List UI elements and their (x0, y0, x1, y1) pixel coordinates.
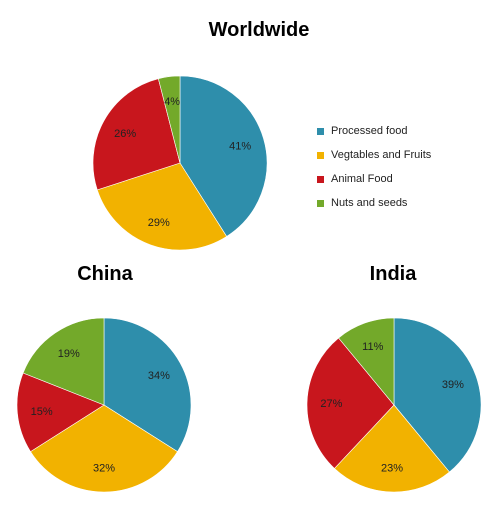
legend-item-vegetables-fruits: Vegtables and Fruits (317, 143, 431, 167)
india-slice-animal-food (306, 337, 395, 469)
worldwide-slice-vegetables-fruits (96, 162, 228, 251)
legend-item-processed-food: Processed food (317, 119, 431, 143)
india-chart-title: India (369, 263, 417, 285)
legend-swatch-processed-food (317, 127, 324, 135)
china-slice-animal-food (16, 372, 105, 453)
legend-item-nuts-seeds: Nuts and seeds (317, 191, 431, 215)
worldwide-data-label-vegetables-fruits: 29% (148, 217, 170, 229)
worldwide-data-label-processed-food: 41% (229, 141, 251, 153)
legend-label-animal-food: Animal Food (331, 173, 393, 185)
china-data-label-processed-food: 34% (148, 370, 170, 382)
india-slice-processed-food (393, 317, 482, 473)
india-slice-nuts-seeds (338, 317, 395, 406)
china-slice-processed-food (103, 317, 192, 453)
india-data-label-animal-food: 27% (320, 398, 342, 410)
india-data-label-processed-food: 39% (442, 379, 464, 391)
china-slice-nuts-seeds (22, 317, 105, 406)
legend-label-processed-food: Processed food (331, 125, 408, 137)
india-slice-vegetables-fruits (334, 404, 450, 493)
legend-label-nuts-seeds: Nuts and seeds (331, 197, 408, 209)
china-data-label-animal-food: 15% (31, 406, 53, 418)
legend-swatch-animal-food (317, 175, 324, 183)
india-data-label-nuts-seeds: 11% (362, 341, 383, 353)
worldwide-data-label-animal-food: 26% (114, 128, 136, 140)
china-data-label-vegetables-fruits: 32% (93, 463, 115, 475)
legend: Processed food Vegtables and Fruits Anim… (317, 119, 431, 215)
legend-swatch-vegetables-fruits (317, 151, 324, 159)
legend-label-vegetables-fruits: Vegtables and Fruits (331, 149, 432, 161)
china-data-label-nuts-seeds: 19% (58, 348, 80, 360)
china-chart-title: China (77, 263, 133, 285)
worldwide-chart-title: Worldwide (208, 19, 310, 41)
worldwide-slice-animal-food (92, 78, 181, 191)
legend-item-animal-food: Animal Food (317, 167, 431, 191)
china-slice-vegetables-fruits (30, 404, 178, 493)
legend-swatch-nuts-seeds (317, 199, 324, 207)
india-data-label-vegetables-fruits: 23% (381, 463, 403, 475)
worldwide-slice-nuts-seeds (157, 75, 181, 164)
worldwide-slice-processed-food (179, 75, 268, 237)
worldwide-data-label-nuts-seeds: 4% (164, 96, 180, 108)
